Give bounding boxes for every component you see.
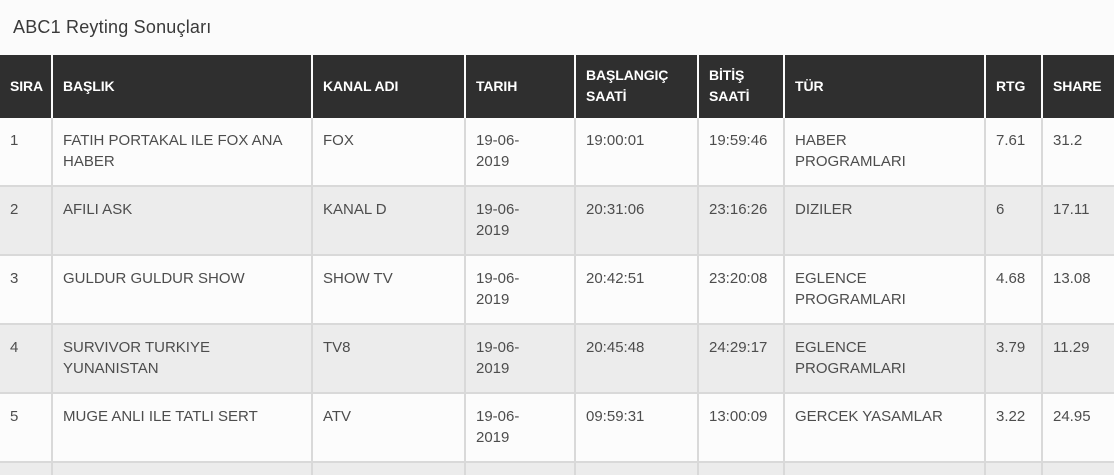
cell-bitis: 24:29:17 bbox=[698, 323, 785, 393]
table-row: 5 MUGE ANLI ILE TATLI SERT ATV 19-06-2019 09… bbox=[0, 392, 1114, 462]
header-cell-tur: TÜR bbox=[784, 55, 986, 118]
cell-tarih: 19-06-2019 bbox=[465, 254, 576, 324]
cell-kanal bbox=[312, 461, 466, 475]
cell-tur: DIZILER bbox=[784, 185, 986, 255]
cell-rtg: 3.22 bbox=[985, 392, 1043, 462]
cell-sira: 5 bbox=[0, 392, 53, 462]
header-cell-kanal: KANAL ADI bbox=[312, 55, 466, 118]
table-row: 4 SURVIVOR TURKIYE YUNANISTAN TV8 19-06-201… bbox=[0, 323, 1114, 393]
cell-sira: 3 bbox=[0, 254, 53, 324]
cell-kanal: TV8 bbox=[312, 323, 466, 393]
cell-tarih: 19-06-2019 bbox=[465, 118, 576, 186]
cell-baslangic: 09:59:31 bbox=[575, 392, 699, 462]
cell-sira bbox=[0, 461, 53, 475]
table-row: 3 GULDUR GULDUR SHOW SHOW TV 19-06-2019 20:4… bbox=[0, 254, 1114, 324]
cell-baslik: AFILI ASK bbox=[52, 185, 313, 255]
cell-tarih: 19-06-2019 bbox=[465, 323, 576, 393]
cell-sira: 4 bbox=[0, 323, 53, 393]
table-row: 2 AFILI ASK KANAL D 19-06-2019 20:31:06 23:16… bbox=[0, 185, 1114, 255]
cell-bitis: 19:59:46 bbox=[698, 118, 785, 186]
cell-tur: EGLENCE PROGRAMLARI bbox=[784, 254, 986, 324]
cell-rtg: 3.79 bbox=[985, 323, 1043, 393]
cell-share bbox=[1042, 461, 1114, 475]
page-title-bar: ABC1 Reyting Sonuçları bbox=[0, 0, 1114, 55]
table-row: 1 FATIH PORTAKAL ILE FOX ANA HABER FOX 19-0… bbox=[0, 118, 1114, 186]
header-cell-tarih: TARIH bbox=[465, 55, 576, 118]
cell-tur bbox=[784, 461, 986, 475]
cell-share: 31.2 bbox=[1042, 118, 1114, 186]
header-cell-baslik: BAŞLIK bbox=[52, 55, 313, 118]
cell-tarih bbox=[465, 461, 576, 475]
cell-share: 24.95 bbox=[1042, 392, 1114, 462]
cell-bitis bbox=[698, 461, 785, 475]
table-body: 1 FATIH PORTAKAL ILE FOX ANA HABER FOX 19-0… bbox=[0, 118, 1114, 475]
cell-kanal: FOX bbox=[312, 118, 466, 186]
cell-sira: 1 bbox=[0, 118, 53, 186]
cell-tur: EGLENCE PROGRAMLARI bbox=[784, 323, 986, 393]
cell-kanal: ATV bbox=[312, 392, 466, 462]
header-cell-share: SHARE bbox=[1042, 55, 1114, 118]
cell-baslangic bbox=[575, 461, 699, 475]
cell-rtg: 4.68 bbox=[985, 254, 1043, 324]
cell-rtg: 7.61 bbox=[985, 118, 1043, 186]
ratings-table: SIRA BAŞLIK KANAL ADI TARIH BAŞLANGIÇ SAATİ B… bbox=[0, 55, 1114, 475]
page-title: ABC1 Reyting Sonuçları bbox=[13, 17, 212, 37]
cell-bitis: 13:00:09 bbox=[698, 392, 785, 462]
cell-baslik: FATIH PORTAKAL ILE FOX ANA HABER bbox=[52, 118, 313, 186]
cell-rtg bbox=[985, 461, 1043, 475]
header-cell-bitis: BİTİŞ SAATİ bbox=[698, 55, 785, 118]
cell-rtg: 6 bbox=[985, 185, 1043, 255]
header-cell-baslangic: BAŞLANGIÇ SAATİ bbox=[575, 55, 699, 118]
cell-baslik: SURVIVOR TURKIYE YUNANISTAN bbox=[52, 323, 313, 393]
cell-tur: GERCEK YASAMLAR bbox=[784, 392, 986, 462]
cell-baslik: MUGE ANLI ILE TATLI SERT bbox=[52, 392, 313, 462]
cell-sira: 2 bbox=[0, 185, 53, 255]
cell-baslik bbox=[52, 461, 313, 475]
cell-baslangic: 20:31:06 bbox=[575, 185, 699, 255]
cell-baslangic: 20:45:48 bbox=[575, 323, 699, 393]
cell-baslik: GULDUR GULDUR SHOW bbox=[52, 254, 313, 324]
cell-tarih: 19-06-2019 bbox=[465, 392, 576, 462]
cell-share: 13.08 bbox=[1042, 254, 1114, 324]
header-cell-rtg: RTG bbox=[985, 55, 1043, 118]
header-cell-sira: SIRA bbox=[0, 55, 53, 118]
cell-bitis: 23:20:08 bbox=[698, 254, 785, 324]
cell-share: 11.29 bbox=[1042, 323, 1114, 393]
table-row-partial bbox=[0, 461, 1114, 475]
cell-share: 17.11 bbox=[1042, 185, 1114, 255]
cell-tarih: 19-06-2019 bbox=[465, 185, 576, 255]
cell-baslangic: 19:00:01 bbox=[575, 118, 699, 186]
table-header-row: SIRA BAŞLIK KANAL ADI TARIH BAŞLANGIÇ SAATİ B… bbox=[0, 55, 1114, 118]
cell-kanal: KANAL D bbox=[312, 185, 466, 255]
cell-kanal: SHOW TV bbox=[312, 254, 466, 324]
cell-tur: HABER PROGRAMLARI bbox=[784, 118, 986, 186]
cell-baslangic: 20:42:51 bbox=[575, 254, 699, 324]
cell-bitis: 23:16:26 bbox=[698, 185, 785, 255]
